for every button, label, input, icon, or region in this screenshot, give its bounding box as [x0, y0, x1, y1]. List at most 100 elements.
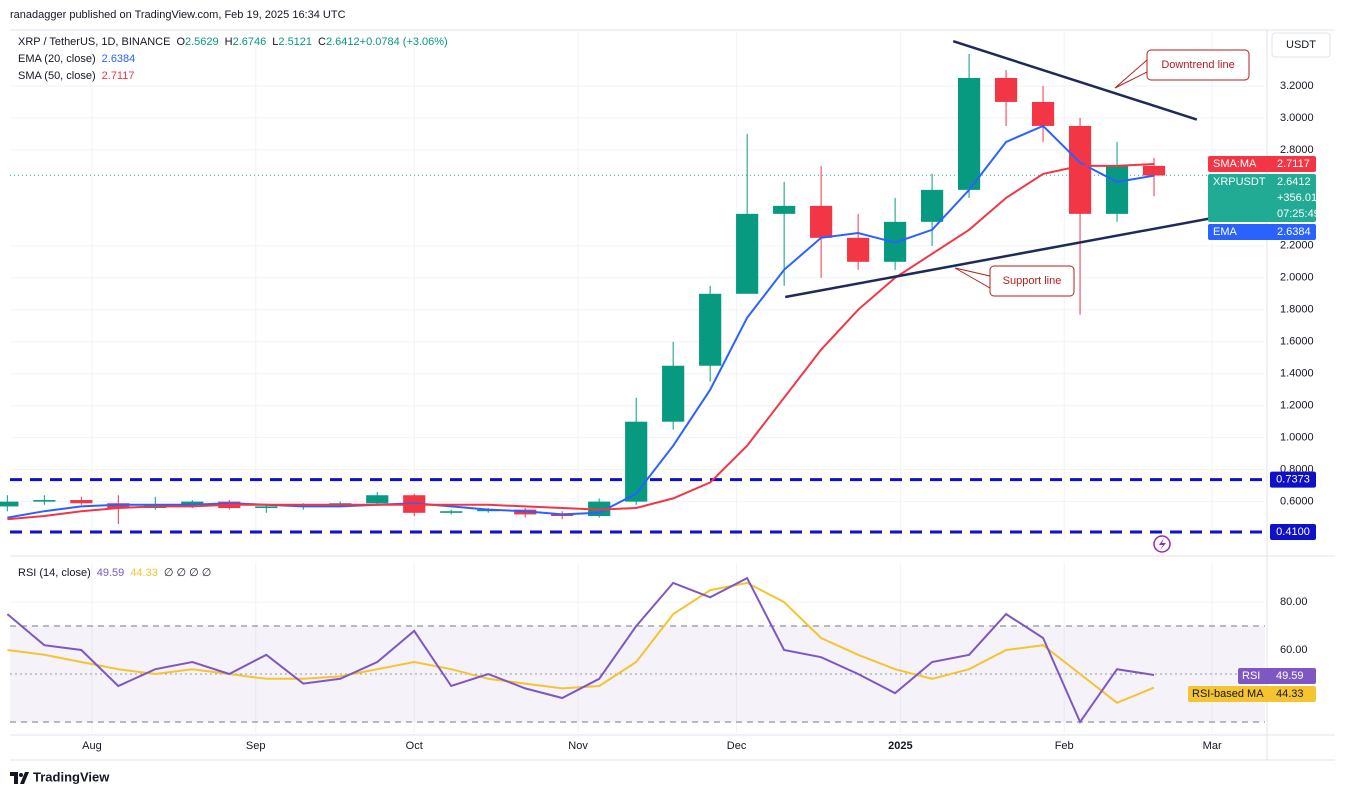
trendline [952, 40, 1198, 121]
y-tick-label: 3.0000 [1280, 112, 1314, 124]
rsi-label-value: 49.59 [1276, 670, 1304, 682]
callout-pointer [1114, 59, 1148, 89]
chart-legend: XRP / TetherUS, 1D, BINANCE O2.5629 H2.674… [18, 36, 448, 48]
indicator-line [7, 163, 1155, 521]
y-tick-label: 80.00 [1280, 596, 1308, 608]
rsi-legend: RSI (14, close) 49.59 44.33 ∅ ∅ ∅ ∅ [18, 567, 211, 579]
y-tick-label: 2.8000 [1280, 144, 1314, 156]
candle-body [1142, 165, 1166, 176]
price-label-box [1208, 156, 1316, 173]
candle-body [181, 501, 204, 505]
rsi-label-box [1188, 686, 1316, 702]
candle-body [0, 501, 19, 507]
price-label-value: 2.6412 [1277, 176, 1311, 188]
x-tick-label: 2025 [888, 740, 912, 752]
candle-body [773, 205, 796, 214]
candle-body [994, 77, 1018, 102]
ohlc-value: +0.0784 (+3.06%) [360, 36, 448, 48]
series-last: 2.6384 [102, 53, 136, 65]
y-tick-label: 1.6000 [1280, 336, 1314, 348]
publisher: ranadagger published on TradingView.com,… [10, 9, 346, 21]
y-tick-label: 3.2000 [1280, 80, 1314, 92]
series-legend: EMA (20, close) 2.6384 [18, 53, 135, 65]
callout-text: Support line [1003, 275, 1062, 287]
rsi-title: RSI (14, close) [18, 567, 91, 579]
candle-body [957, 77, 981, 190]
candle-body [440, 511, 463, 513]
price-label-box [1208, 174, 1316, 223]
y-tick-label: 1.8000 [1280, 304, 1314, 316]
trendline [784, 212, 1236, 299]
candle-body [920, 189, 944, 222]
candle-body [70, 500, 93, 504]
y-tick-label: 0.6000 [1280, 496, 1314, 508]
alert-icon[interactable] [1153, 535, 1171, 553]
x-tick-label: Dec [727, 740, 747, 752]
price-label-box [1208, 224, 1316, 241]
candle-body [1031, 101, 1055, 126]
x-tick-label: Oct [406, 740, 423, 752]
indicator-line [7, 581, 1155, 704]
level-label: 0.4100 [1276, 526, 1310, 538]
candle-body [699, 293, 722, 366]
candle-body [366, 495, 389, 504]
level-label: 0.7373 [1276, 474, 1310, 486]
ohlc-value: 2.6412 [326, 36, 360, 48]
callout-box [1146, 49, 1250, 81]
x-tick-label: Nov [568, 740, 588, 752]
price-label-name: XRPUSDT [1213, 176, 1266, 188]
series-name: EMA (20, close) [18, 53, 96, 65]
candle-body [625, 421, 648, 502]
price-label-value: 2.7117 [1277, 158, 1310, 170]
y-tick-label: 2.2000 [1280, 240, 1314, 252]
tradingview-logo [10, 772, 29, 784]
candle-body [1105, 165, 1129, 214]
rsi-label-name: RSI-based MA [1192, 688, 1264, 700]
brand: TradingView [33, 769, 110, 784]
level-label-box [1270, 471, 1316, 488]
price-label-value: 2.6384 [1277, 226, 1311, 238]
rsi-legend-value: 44.33 [130, 567, 158, 579]
y-tick-label: 1.0000 [1280, 432, 1314, 444]
candle-body [847, 237, 870, 262]
rsi-label-box [1238, 668, 1316, 684]
symbol-title: XRP / TetherUS, 1D, BINANCE [18, 36, 170, 48]
price-label-name: EMA [1213, 226, 1238, 238]
ohlc-key: C [318, 36, 326, 48]
rsi-label-value: 44.33 [1276, 688, 1304, 700]
bar-countdown: 07:25:49 [1277, 208, 1320, 220]
series-name: SMA (50, close) [18, 70, 96, 82]
series-last: 2.7117 [102, 70, 135, 82]
y-tick-label: 60.00 [1280, 644, 1308, 656]
callout-text: Downtrend line [1161, 59, 1234, 71]
candle-body [33, 500, 56, 502]
level-label-box [1270, 524, 1316, 541]
axis-unit: USDT [1286, 39, 1316, 51]
y-tick-label: 2.0000 [1280, 272, 1314, 284]
callout-pointer [954, 267, 991, 289]
candle-body [1068, 125, 1092, 214]
y-tick-label: 1.2000 [1280, 400, 1314, 412]
x-tick-label: Aug [82, 740, 102, 752]
x-tick-label: Sep [246, 740, 266, 752]
x-tick-label: Mar [1203, 740, 1222, 752]
ohlc-key: H [225, 36, 233, 48]
ohlc-key: O [176, 36, 185, 48]
indicator-line [7, 124, 1155, 519]
price-change: +356.01% [1277, 192, 1327, 204]
rsi-legend-value: 49.59 [97, 567, 125, 579]
callout-box [989, 265, 1075, 297]
ohlc-key: L [272, 36, 278, 48]
na-values: ∅ ∅ ∅ ∅ [164, 567, 212, 579]
candle-body [810, 205, 833, 238]
y-tick-label: 1.4000 [1280, 368, 1314, 380]
unit-button [1271, 32, 1331, 58]
series-legend: SMA (50, close) 2.7117 [18, 70, 134, 82]
ohlc-value: 2.5629 [185, 36, 219, 48]
rsi-label-name: RSI [1242, 670, 1260, 682]
indicator-line [6, 576, 1155, 725]
price-label-name: SMA:MA [1213, 158, 1257, 170]
ohlc-value: 2.5121 [278, 36, 312, 48]
ohlc-value: 2.6746 [233, 36, 267, 48]
